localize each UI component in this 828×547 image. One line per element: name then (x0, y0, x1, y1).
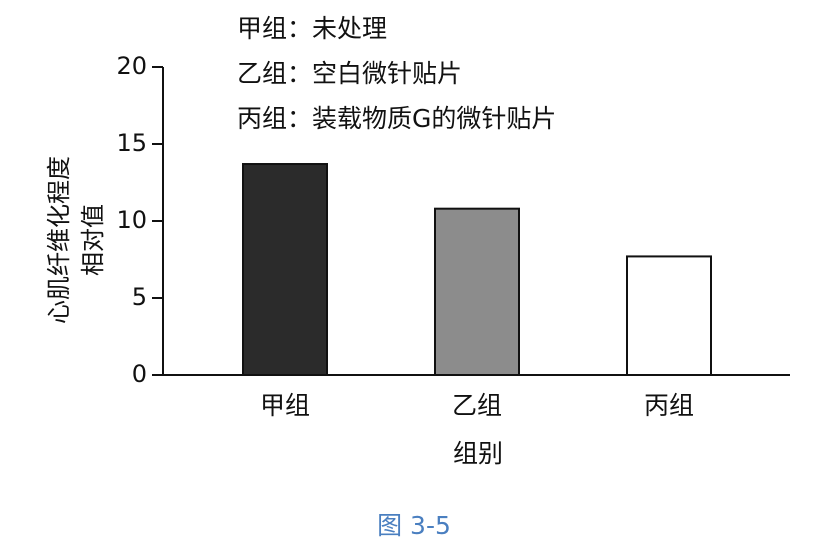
y-tick-label: 10 (116, 206, 147, 234)
bar (626, 255, 712, 377)
x-tick-label: 丙组 (644, 391, 694, 420)
y-tick-label: 5 (132, 283, 147, 311)
note: 丙组：装载物质G的微针贴片 (237, 104, 556, 133)
y-tick-label: 0 (132, 360, 147, 388)
y-axis-label: 相对值 (79, 204, 107, 276)
bar (242, 163, 328, 376)
note: 乙组：空白微针贴片 (237, 59, 462, 88)
y-tick-label: 15 (116, 129, 147, 157)
x-axis-label: 组别 (453, 439, 503, 468)
bar (434, 207, 520, 376)
caption: 图 3-5 (377, 511, 451, 540)
note: 甲组：未处理 (237, 14, 387, 43)
x-tick-label: 乙组 (452, 391, 502, 420)
x-tick-label: 甲组 (260, 391, 310, 420)
y-axis-label: 心肌纤维化程度 (45, 156, 73, 324)
y-tick-label: 20 (116, 52, 147, 80)
